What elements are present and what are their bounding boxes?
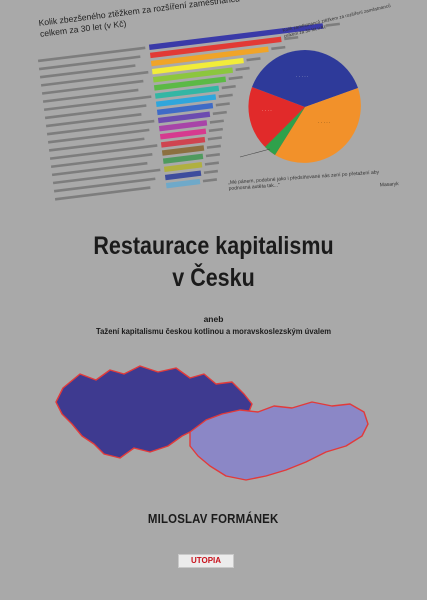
bar-row-label xyxy=(49,144,158,160)
pie-slice-blue-left xyxy=(252,50,305,107)
bar-row-label xyxy=(39,64,136,79)
pie-label-blue: · · · · · xyxy=(296,74,309,79)
bar-value-label xyxy=(207,136,222,141)
bar-row-label xyxy=(37,46,146,63)
bar-chart-bar xyxy=(165,178,201,189)
pie-label-red: · · · · xyxy=(262,108,272,113)
bar-value-label xyxy=(215,102,230,107)
book-title-line-2: v Česku xyxy=(172,264,255,292)
bar-row-label xyxy=(43,95,152,112)
bar-value-label xyxy=(204,161,220,166)
bar-row-label xyxy=(52,168,161,185)
pie-chart: · · · · · · · · · · · · · · xyxy=(239,50,361,163)
book-title: Restaurace kapitalismu v Česku xyxy=(0,230,427,294)
bar-chart-bar xyxy=(159,128,207,140)
book-author: MILOSLAV FORMÁNEK xyxy=(0,511,427,526)
book-subtitle-text: Tažení kapitalismu českou kotlinou a mor… xyxy=(96,326,331,336)
bar-chart-bar xyxy=(161,145,205,156)
pie-leader-line xyxy=(239,148,271,158)
bar-value-label xyxy=(325,22,340,27)
bar-value-label xyxy=(271,45,286,51)
book-title-line-1: Restaurace kapitalismu xyxy=(93,232,334,260)
bar-chart-bar xyxy=(164,170,202,181)
bar-value-label xyxy=(246,57,261,62)
pie-label-orange: · · · · · xyxy=(318,120,331,125)
bar-chart-bar xyxy=(163,162,203,173)
bar-chart-bar xyxy=(148,23,324,50)
bar-chart-bar xyxy=(154,85,220,99)
bar-row-label xyxy=(38,55,141,71)
title-conjunction: aneb xyxy=(203,314,224,324)
bar-value-label xyxy=(218,93,233,98)
bar-chart-bar xyxy=(151,57,244,75)
publisher-logo: UTOPIA xyxy=(178,554,234,568)
map-slovakia xyxy=(189,401,369,481)
bar-chart-bar xyxy=(156,102,214,116)
pie-slice-red xyxy=(248,87,305,155)
bar-chart-bar xyxy=(158,120,208,132)
bar-row-label xyxy=(44,104,147,120)
bar-value-label xyxy=(228,75,243,81)
bar-value-label xyxy=(203,169,219,175)
bar-value-label xyxy=(284,35,299,41)
bar-row-label xyxy=(47,128,150,144)
bar-row-label xyxy=(45,113,142,128)
bar-value-label xyxy=(202,178,218,183)
bar-chart-bar xyxy=(160,136,206,148)
bar-value-label xyxy=(209,119,224,124)
bar-value-label xyxy=(212,110,227,116)
bar-row-label xyxy=(42,88,139,103)
bar-chart xyxy=(37,22,340,201)
bar-value-label xyxy=(206,144,221,149)
pie-slice-green xyxy=(265,107,305,155)
bar-row-label xyxy=(51,161,148,177)
bar-chart-bar xyxy=(155,94,217,107)
bar-row-label xyxy=(41,79,144,95)
bar-chart-bar xyxy=(150,46,269,67)
bar-row-label xyxy=(54,186,151,201)
bar-chart-bar xyxy=(149,36,282,59)
bar-row-label xyxy=(50,153,153,169)
book-author-name: MILOSLAV FORMÁNEK xyxy=(148,511,279,526)
bar-row-label xyxy=(40,70,149,87)
pie-slice-orange xyxy=(275,88,361,163)
bar-row-label xyxy=(53,177,156,193)
bar-value-label xyxy=(221,84,236,90)
bar-row-label xyxy=(48,137,145,152)
bar-value-label xyxy=(235,66,250,72)
bar-row-label xyxy=(46,119,155,136)
book-subtitle: Tažení kapitalismu českou kotlinou a mor… xyxy=(0,326,427,336)
bar-chart-bar xyxy=(152,67,233,83)
bar-chart-bar xyxy=(153,76,227,91)
bar-value-label xyxy=(208,127,223,133)
bar-value-label xyxy=(205,152,220,158)
bar-chart-bar xyxy=(162,153,204,164)
bar-chart-bar xyxy=(157,111,211,124)
